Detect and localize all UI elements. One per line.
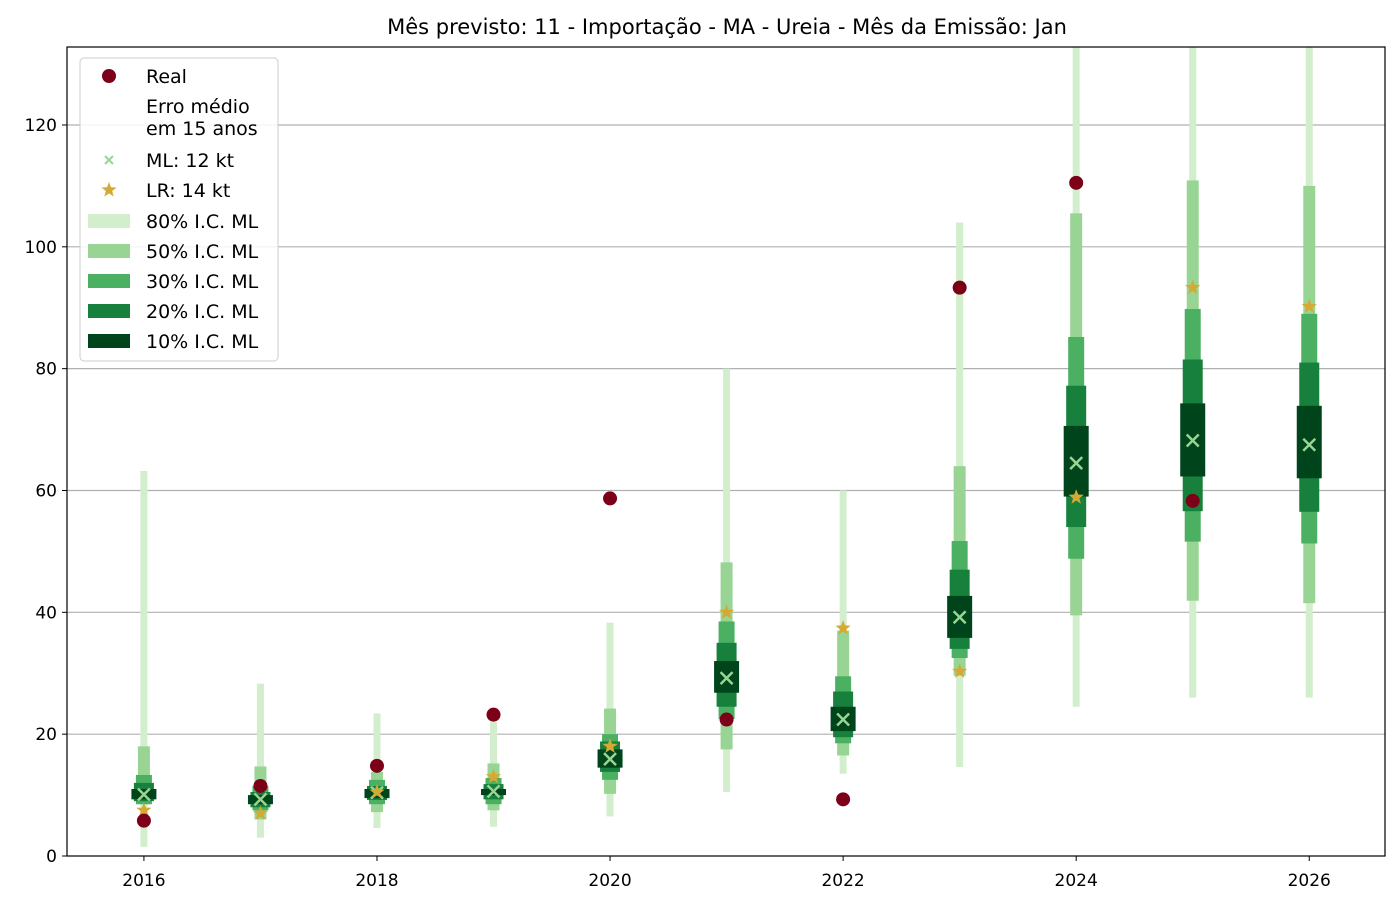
ml-marker-2026 — [1302, 437, 1317, 452]
legend-erro-label-2: em 15 anos — [146, 118, 258, 140]
ci80-bar-2017 — [256, 683, 264, 838]
legend-ci10-label: 10% I.C. ML — [146, 331, 259, 353]
ml-marker-2023 — [952, 610, 967, 625]
real-point-2018 — [369, 758, 384, 773]
x-tick-label: 2018 — [355, 871, 398, 891]
legend-ci50-label: 50% I.C. ML — [146, 241, 259, 263]
lr-marker-2026 — [1301, 298, 1317, 313]
x-tick-label: 2024 — [1055, 871, 1098, 891]
legend-ci30-label: 30% I.C. ML — [146, 271, 259, 293]
real-point-2021 — [719, 712, 734, 727]
ml-marker-2016 — [137, 787, 151, 802]
ml-marker-2019 — [486, 784, 501, 799]
ci10-bar-2024 — [1063, 425, 1089, 497]
ml-marker-2024 — [1069, 456, 1084, 470]
real-point-2016 — [136, 813, 151, 828]
y-tick-label: 20 — [35, 725, 57, 745]
legend-erro-label-1: Erro médio — [146, 96, 250, 118]
x-tick-label: 2016 — [122, 871, 165, 891]
y-tick-label: 80 — [35, 360, 57, 380]
x-tick-label: 2026 — [1288, 871, 1331, 891]
lr-marker-2018 — [369, 784, 385, 799]
legend-ml-label: ML: 12 kt — [146, 150, 234, 172]
legend-real-label: Real — [146, 66, 187, 88]
x-tick-label: 2020 — [588, 871, 631, 891]
chart-title: Mês previsto: 11 - Importação - MA - Ure… — [387, 15, 1067, 39]
legend-real-marker — [102, 69, 116, 83]
legend-ci20-swatch — [88, 304, 130, 318]
real-point-2022 — [836, 792, 851, 807]
legend-ci10-swatch — [88, 334, 130, 348]
ci10-bar-2026 — [1296, 405, 1322, 479]
legend-ci30-swatch — [88, 274, 130, 288]
y-tick-label: 120 — [25, 116, 57, 136]
legend-ci80-label: 80% I.C. ML — [146, 211, 259, 233]
legend-ml-marker — [104, 155, 114, 165]
plot-frame — [66, 46, 1386, 857]
lr-marker-2016 — [136, 802, 152, 817]
x-tick-label: 2022 — [821, 871, 864, 891]
ml-marker-2021 — [719, 671, 734, 686]
real-point-2019 — [486, 707, 501, 722]
lr-marker-2019 — [485, 768, 502, 784]
lr-marker-2020 — [602, 738, 618, 753]
ml-marker-2022 — [836, 712, 851, 727]
y-tick-label: 40 — [35, 603, 57, 623]
lr-marker-2021 — [719, 604, 735, 619]
y-tick-label: 60 — [35, 481, 57, 501]
y-tick-label: 100 — [25, 238, 57, 258]
ml-marker-2017 — [253, 792, 268, 807]
legend-lr-label: LR: 14 kt — [146, 180, 230, 202]
legend-ci20-label: 20% I.C. ML — [146, 301, 259, 323]
y-tick-label: 0 — [46, 847, 57, 867]
real-point-2025 — [1185, 493, 1200, 508]
ci80-bar-2016 — [140, 470, 148, 847]
lr-marker-2023 — [952, 663, 968, 678]
lr-marker-2024 — [1068, 489, 1084, 504]
legend-ci50-swatch — [88, 244, 130, 258]
lr-marker-2017 — [252, 805, 269, 820]
lr-marker-2025 — [1185, 279, 1201, 295]
legend-lr-marker — [101, 182, 117, 197]
ml-marker-2020 — [603, 752, 617, 767]
real-point-2023 — [952, 280, 967, 295]
real-point-2020 — [603, 491, 618, 506]
lr-marker-2022 — [835, 620, 851, 635]
real-point-2024 — [1069, 175, 1084, 190]
ml-marker-2025 — [1185, 433, 1200, 448]
real-point-2017 — [253, 778, 268, 793]
legend-ci80-swatch — [88, 214, 130, 228]
